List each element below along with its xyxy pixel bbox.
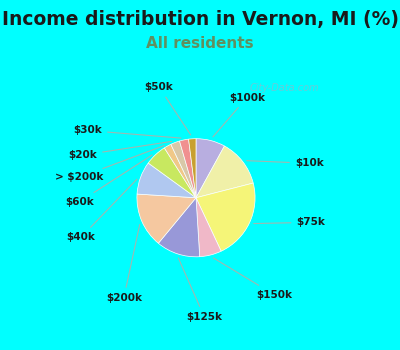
Text: $75k: $75k [254,217,325,228]
Wedge shape [148,148,196,198]
Wedge shape [196,146,253,198]
Text: Income distribution in Vernon, MI (%): Income distribution in Vernon, MI (%) [2,10,398,29]
Text: $40k: $40k [67,179,137,242]
Wedge shape [180,139,196,198]
Text: $125k: $125k [178,258,222,322]
Wedge shape [164,144,196,198]
Text: All residents: All residents [146,36,254,51]
Text: $100k: $100k [213,93,265,137]
Wedge shape [158,198,200,257]
Text: City-Data.com: City-Data.com [250,83,319,93]
Text: $200k: $200k [106,225,142,303]
Text: $150k: $150k [214,258,292,300]
Wedge shape [196,183,255,251]
Wedge shape [137,163,196,198]
Wedge shape [137,194,196,243]
Text: $50k: $50k [145,82,191,135]
Text: $60k: $60k [65,155,152,207]
Wedge shape [196,139,224,198]
Text: $10k: $10k [247,158,324,168]
Text: $30k: $30k [73,126,181,138]
Text: > $200k: > $200k [55,146,164,182]
Wedge shape [188,139,196,198]
Wedge shape [171,141,196,198]
Text: $20k: $20k [68,141,172,160]
Wedge shape [196,198,221,257]
